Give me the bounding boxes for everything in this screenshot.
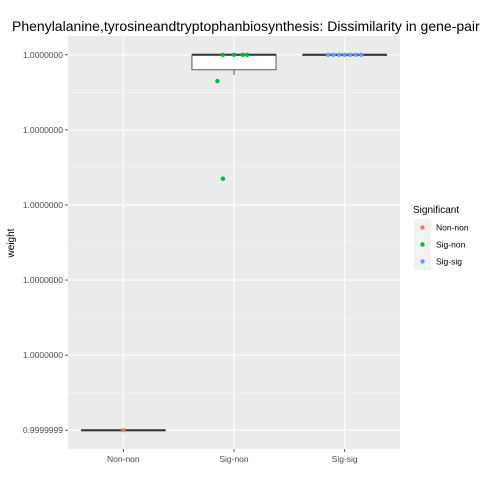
x-tick-label-sig-sig: Sig-sig <box>332 454 358 464</box>
legend-label: Sig-non <box>436 240 466 250</box>
x-tick-label-sig-non: Sig-non <box>219 454 249 464</box>
point-sig-non <box>220 176 226 181</box>
legend-item-sig-sig: Sig-sig <box>414 253 462 270</box>
point-sig-non <box>240 52 246 57</box>
y-tick-label: 1.0000000 <box>23 275 63 285</box>
legend-swatch <box>420 242 425 247</box>
point-sig-sig <box>331 52 336 57</box>
point-sig-sig <box>348 52 353 57</box>
legend-label: Non-non <box>436 223 469 233</box>
point-sig-non <box>231 52 237 57</box>
point-sig-non <box>220 52 226 57</box>
x-tick-label-non-non: Non-non <box>107 454 140 464</box>
y-tick-label: 1.0000000 <box>23 350 63 360</box>
point-sig-sig <box>325 52 331 57</box>
y-tick-label: 1.0000000 <box>23 125 63 135</box>
legend-item-non-non: Non-non <box>414 219 469 236</box>
legend-label: Sig-sig <box>436 257 462 267</box>
y-tick-label: 0.9999999 <box>23 425 63 435</box>
data-points <box>121 52 364 433</box>
legend-swatch <box>420 259 425 264</box>
y-tick-label: 1.0000000 <box>23 200 63 210</box>
legend-swatch <box>420 225 425 230</box>
point-sig-non <box>245 52 250 57</box>
box-body <box>191 54 277 71</box>
point-sig-sig <box>359 52 364 57</box>
y-tick-label: 1.0000000 <box>23 50 63 60</box>
chart-title: Phenylalanine,tyrosineandtryptophanbiosy… <box>12 18 480 34</box>
legend: Significant Non-non Sig-non Sig-sig <box>413 205 469 270</box>
point-sig-sig <box>336 52 342 57</box>
point-sig-sig <box>342 52 347 57</box>
x-axis: Non-non Sig-non Sig-sig <box>107 449 358 464</box>
y-axis: 0.9999999 1.0000000 1.0000000 1.0000000 1.00… <box>23 50 68 435</box>
point-non-non <box>121 428 126 433</box>
legend-title: Significant <box>413 205 459 216</box>
legend-item-sig-non: Sig-non <box>414 236 466 253</box>
point-sig-sig <box>353 52 358 57</box>
y-axis-title: weight <box>6 228 17 258</box>
point-sig-non <box>215 78 220 84</box>
